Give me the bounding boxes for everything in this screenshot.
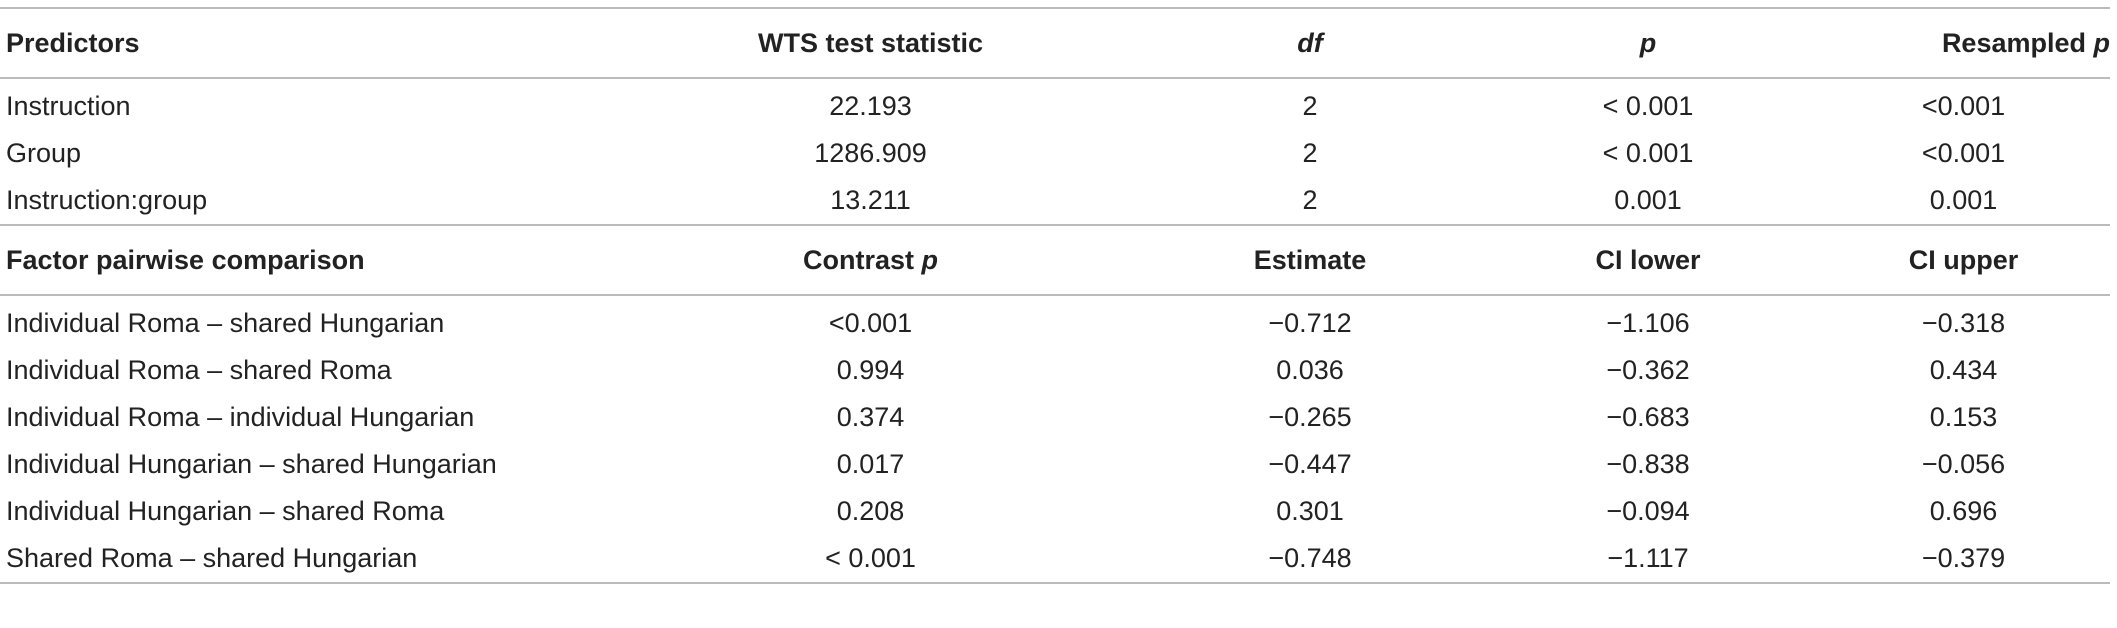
table-row: Individual Roma – individual Hungarian 0… bbox=[0, 394, 2110, 441]
p-cell: < 0.001 bbox=[1602, 138, 1694, 168]
header-df: df bbox=[1141, 7, 1479, 79]
ci-lower-cell: −1.106 bbox=[1606, 308, 1690, 338]
ci-upper-cell: 0.153 bbox=[1929, 402, 1998, 432]
header-df-text: df bbox=[1297, 27, 1323, 58]
p-cell: 0.001 bbox=[1614, 185, 1682, 215]
predictor-cell: Instruction:group bbox=[6, 185, 208, 215]
comparison-cell: Individual Hungarian – shared Hungarian bbox=[6, 449, 497, 479]
resampled-p-cell: 0.001 bbox=[1929, 185, 1998, 215]
wts-cell: 13.211 bbox=[830, 185, 911, 215]
header-resampled-p-italic: p bbox=[2093, 27, 2111, 58]
predictors-header-row: Predictors WTS test statistic df p Resam… bbox=[0, 7, 2111, 79]
df-cell: 2 bbox=[1302, 91, 1318, 121]
table-row: Individual Hungarian – shared Hungarian … bbox=[0, 441, 2110, 488]
table-row: Group 1286.909 2 < 0.001 <0.001 bbox=[0, 130, 2110, 177]
table-row: Individual Roma – shared Hungarian <0.00… bbox=[0, 295, 2110, 347]
p-cell: < 0.001 bbox=[1602, 91, 1694, 121]
contrast-p-cell: 0.017 bbox=[836, 449, 905, 479]
comparison-cell: Shared Roma – shared Hungarian bbox=[0, 535, 600, 584]
header-predictors: Predictors bbox=[0, 7, 600, 79]
estimate-cell: −0.712 bbox=[1268, 308, 1352, 338]
estimate-cell: 0.036 bbox=[1276, 355, 1344, 385]
predictor-cell: Instruction bbox=[6, 91, 131, 121]
wts-cell: 1286.909 bbox=[814, 138, 927, 168]
header-resampled-text: Resampled bbox=[1941, 27, 2094, 58]
header-ci-lower: CI lower bbox=[1479, 224, 1817, 296]
comparison-cell: Individual Roma – individual Hungarian bbox=[6, 402, 475, 432]
comparison-cell: Individual Roma – shared Roma bbox=[6, 355, 392, 385]
table-row: Instruction 22.193 2 < 0.001 <0.001 bbox=[0, 78, 2110, 130]
contrast-p-cell: 0.374 bbox=[836, 402, 905, 432]
ci-upper-cell: 0.434 bbox=[1929, 355, 1998, 385]
ci-lower-cell: −0.838 bbox=[1606, 449, 1690, 479]
comparison-cell: Individual Roma – shared Hungarian bbox=[6, 308, 445, 338]
header-resampled-p: Resampled p bbox=[1817, 7, 2111, 79]
header-ci-upper: CI upper bbox=[1817, 224, 2110, 296]
header-wts-test-statistic: WTS test statistic bbox=[600, 7, 1141, 79]
header-estimate: Estimate bbox=[1141, 224, 1479, 296]
ci-upper-cell: −0.318 bbox=[1921, 308, 2006, 338]
ci-lower-cell: −1.117 bbox=[1479, 535, 1817, 584]
ci-upper-cell: −0.379 bbox=[1817, 535, 2110, 584]
ci-upper-cell: −0.056 bbox=[1921, 449, 2006, 479]
comparison-cell: Individual Hungarian – shared Roma bbox=[6, 496, 445, 526]
predictor-cell: Group bbox=[6, 138, 82, 168]
ci-lower-cell: −0.362 bbox=[1606, 355, 1690, 385]
table-row: Individual Roma – shared Roma 0.994 0.03… bbox=[0, 347, 2110, 394]
header-contrast-text: Contrast bbox=[802, 244, 922, 275]
resampled-p-cell: <0.001 bbox=[1921, 91, 2006, 121]
header-p: p bbox=[1479, 7, 1817, 79]
ci-lower-cell: −0.683 bbox=[1606, 402, 1690, 432]
estimate-cell: 0.301 bbox=[1276, 496, 1344, 526]
table-row: Individual Hungarian – shared Roma 0.208… bbox=[0, 488, 2110, 535]
comparison-header-row: Factor pairwise comparison Contrast p Es… bbox=[0, 224, 2110, 296]
ci-upper-cell: 0.696 bbox=[1929, 496, 1998, 526]
contrast-p-cell: < 0.001 bbox=[600, 535, 1141, 584]
header-contrast-p: Contrast p bbox=[600, 224, 1141, 296]
estimate-cell: −0.265 bbox=[1268, 402, 1352, 432]
estimate-cell: −0.447 bbox=[1268, 449, 1352, 479]
contrast-p-cell: 0.994 bbox=[836, 355, 905, 385]
header-contrast-p-italic: p bbox=[921, 244, 939, 275]
contrast-p-cell: <0.001 bbox=[828, 308, 913, 338]
resampled-p-cell: <0.001 bbox=[1921, 138, 2006, 168]
ci-lower-cell: −0.094 bbox=[1606, 496, 1690, 526]
statistics-table: Predictors WTS test statistic df p Resam… bbox=[0, 7, 2110, 584]
header-p-text: p bbox=[1639, 27, 1657, 58]
table-row: Instruction:group 13.211 2 0.001 0.001 bbox=[0, 177, 2110, 225]
header-factor-pairwise-comparison: Factor pairwise comparison bbox=[0, 224, 600, 296]
estimate-cell: −0.748 bbox=[1141, 535, 1479, 584]
wts-cell: 22.193 bbox=[829, 91, 912, 121]
table-row: Shared Roma – shared Hungarian < 0.001 −… bbox=[0, 535, 2110, 584]
df-cell: 2 bbox=[1302, 185, 1318, 215]
df-cell: 2 bbox=[1302, 138, 1318, 168]
contrast-p-cell: 0.208 bbox=[836, 496, 905, 526]
